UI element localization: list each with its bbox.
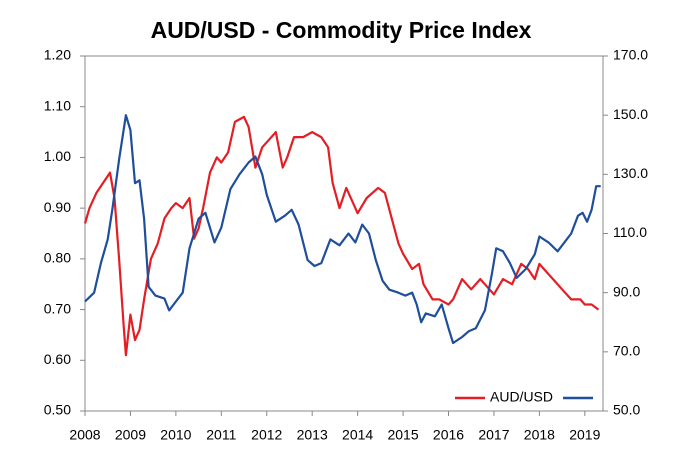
y-tick-label: 0.80 <box>44 250 71 266</box>
y2-tick-label: 110.0 <box>613 224 647 240</box>
y-tick-label: 0.50 <box>44 402 71 418</box>
x-tick-label: 2017 <box>478 427 509 443</box>
y2-tick-label: 150.0 <box>613 106 648 122</box>
x-tick-label: 2010 <box>160 427 191 443</box>
y-tick-label: 0.90 <box>44 199 71 215</box>
y2-tick-label: 90.0 <box>613 283 640 299</box>
x-tick-label: 2019 <box>569 427 600 443</box>
chart-title: AUD/USD - Commodity Price Index <box>151 17 532 43</box>
y2-tick-label: 170.0 <box>613 47 648 63</box>
y-tick-label: 1.00 <box>44 148 71 164</box>
x-tick-label: 2013 <box>297 427 328 443</box>
plot-frame <box>84 55 604 412</box>
y2-tick-label: 70.0 <box>613 343 640 359</box>
series-line <box>83 115 600 357</box>
y-tick-label: 0.60 <box>44 351 71 367</box>
legend-label: AUD/USD <box>490 389 553 405</box>
x-tick-label: 2018 <box>524 427 555 443</box>
y2-tick-label: 130.0 <box>613 165 648 181</box>
y-tick-label: 0.70 <box>44 300 71 316</box>
x-tick-label: 2015 <box>387 427 418 443</box>
y2-tick-label: 50.0 <box>613 402 640 418</box>
x-tick-label: 2011 <box>206 427 236 443</box>
x-tick-label: 2008 <box>69 427 100 443</box>
series-line <box>84 114 601 345</box>
x-tick-label: 2012 <box>251 427 282 443</box>
x-tick-label: 2014 <box>342 427 373 443</box>
x-tick-label: 2009 <box>115 427 146 443</box>
y-tick-label: 1.20 <box>44 47 71 63</box>
y-tick-label: 1.10 <box>44 97 71 113</box>
x-tick-label: 2016 <box>433 427 464 443</box>
